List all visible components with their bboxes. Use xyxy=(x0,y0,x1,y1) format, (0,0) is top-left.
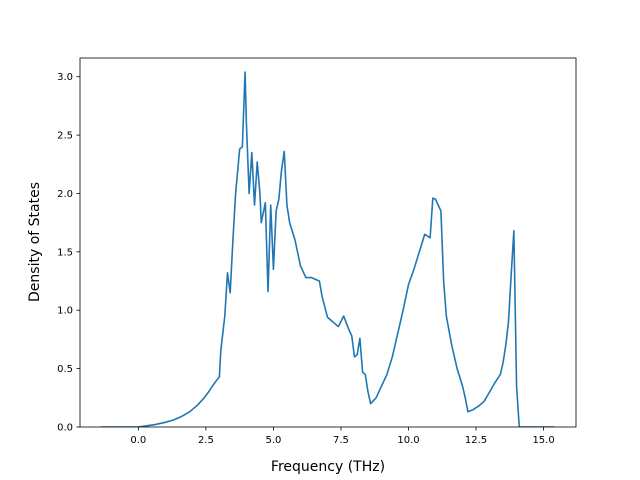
x-axis-label: Frequency (THz) xyxy=(271,459,385,475)
y-tick-label: 1.0 xyxy=(57,306,73,317)
axes: 0.0 2.5 5.0 7.5 10.0 12.5 15.0 0.0 0.5 1.0 1.5 2.0 2… xyxy=(57,57,577,446)
x-tick-label: 0.0 xyxy=(130,435,146,446)
y-tick-label: 3.0 xyxy=(57,72,73,83)
y-tick-label: 2.0 xyxy=(57,189,73,200)
y-axis-label: Density of States xyxy=(27,182,43,302)
y-tick-label: 2.5 xyxy=(57,131,73,142)
x-tick-label: 2.5 xyxy=(198,435,214,446)
x-tick-label: 12.5 xyxy=(465,435,487,446)
dos-series-line xyxy=(100,71,555,427)
x-tick-label: 5.0 xyxy=(265,435,281,446)
x-tick-label: 7.5 xyxy=(333,435,349,446)
plot-area xyxy=(100,71,555,427)
x-tick-label: 15.0 xyxy=(532,435,554,446)
y-tick-label: 0.0 xyxy=(57,423,73,434)
y-tick-label: 0.5 xyxy=(57,364,73,375)
y-tick-label: 1.5 xyxy=(57,247,73,258)
axes-frame xyxy=(79,57,577,428)
x-tick-label: 10.0 xyxy=(397,435,419,446)
